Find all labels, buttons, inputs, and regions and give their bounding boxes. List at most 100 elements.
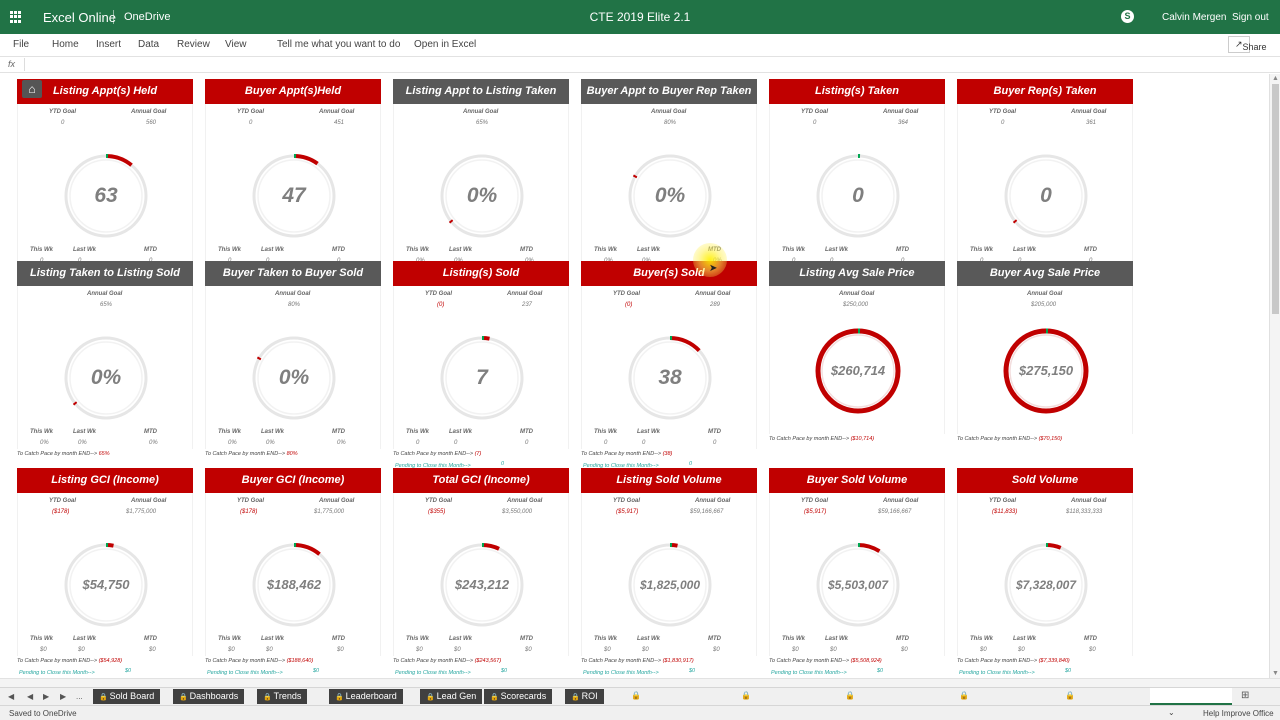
sign-out-link[interactable]: Sign out: [1232, 12, 1269, 23]
app-launcher-icon[interactable]: [10, 11, 22, 23]
scroll-thumb[interactable]: [1272, 84, 1279, 314]
formula-bar: fx: [0, 56, 1280, 73]
kpi-card: Buyer Avg Sale Price Annual Goal $205,000 $…: [957, 261, 1133, 442]
card-body: YTD Goal ($11,833) Annual Goal $118,333,333…: [957, 493, 1133, 656]
pending-close-value: $0: [313, 668, 320, 674]
next-sheet-icon[interactable]: ▶: [43, 692, 50, 701]
sheet-tab[interactable]: 🔒 Trends: [257, 689, 308, 704]
gauge-inner-ring: [445, 159, 519, 233]
catch-pace-value: ($188,640): [286, 658, 314, 664]
period-value: 0: [416, 440, 420, 446]
tell-me-search[interactable]: Tell me what you want to do: [277, 39, 401, 50]
progress-gauge: 63: [59, 149, 153, 243]
kpi-card: Listing Appt(s) Held YTD Goal 0 Annual Goal…: [17, 79, 193, 275]
open-in-excel-button[interactable]: Open in Excel: [414, 39, 477, 50]
user-name[interactable]: Calvin Mergen: [1162, 12, 1227, 23]
menu-view[interactable]: View: [225, 39, 247, 50]
period-value: $0: [792, 647, 799, 653]
onedrive-link[interactable]: OneDrive: [124, 11, 171, 23]
status-bar: Saved to OneDrive ⌄ Help Improve Office: [0, 705, 1280, 720]
period-label: MTD: [144, 429, 157, 435]
sheet-tab[interactable]: 🔒 Leaderboard: [329, 689, 403, 704]
gauge-inner-ring: [257, 548, 331, 622]
gauge-inner-ring: [633, 548, 707, 622]
sheet-tab[interactable]: 🔒 Scorecards: [484, 689, 553, 704]
card-title: Listing Appt to Listing Taken: [393, 79, 569, 104]
skype-icon[interactable]: S: [1121, 10, 1134, 23]
menu-file[interactable]: File: [13, 39, 30, 50]
card-body: YTD Goal ($355) Annual Goal $3,550,000 $243,…: [393, 493, 569, 656]
first-sheet-icon[interactable]: ◀: [8, 692, 15, 701]
gauge-inner-ring: [257, 341, 331, 415]
prev-sheet-icon[interactable]: ◀: [27, 692, 34, 701]
menu-home[interactable]: Home: [52, 39, 79, 50]
gauge-inner-ring: [633, 341, 707, 415]
lock-icon: 🔒: [631, 691, 641, 700]
pending-close-value: $0: [1065, 668, 1072, 674]
annual-goal-label: Annual Goal: [463, 109, 499, 115]
kpi-card: Listing(s) Sold YTD Goal (0) Annual Goal 237…: [393, 261, 569, 482]
period-label: MTD: [1084, 636, 1097, 642]
kpi-card: Buyer(s) Sold YTD Goal (0) Annual Goal 289 38…: [581, 261, 757, 482]
card-body: Annual Goal $205,000 $275,150: [957, 286, 1133, 434]
add-sheet-icon[interactable]: ⊞: [1241, 690, 1250, 701]
card-title: Buyer(s) Sold: [581, 261, 757, 286]
kpi-card: Buyer Appt(s)Held YTD Goal 0 Annual Goal 451…: [205, 79, 381, 275]
gauge-inner-ring: [821, 548, 895, 622]
sheet-tab[interactable]: 🔒 ROI: [565, 689, 604, 704]
active-sheet-tab[interactable]: [1150, 688, 1232, 705]
catch-pace-line: To Catch Pace by month END--> ($5,508,92…: [769, 658, 882, 664]
sheet-tab[interactable]: 🔒 Dashboards: [173, 689, 245, 704]
more-sheets-icon[interactable]: ...: [76, 692, 83, 701]
share-button[interactable]: ↗ Share: [1228, 36, 1267, 53]
menu-insert[interactable]: Insert: [96, 39, 122, 50]
sheet-tab[interactable]: 🔒 Lead Gen: [420, 689, 483, 704]
last-sheet-icon[interactable]: ▶: [60, 692, 67, 701]
ytd-goal-label: YTD Goal: [989, 109, 1017, 115]
lock-icon: 🔒: [179, 694, 190, 701]
horizontal-scrollbar[interactable]: [0, 678, 1280, 687]
card-title: Listing Sold Volume: [581, 468, 757, 493]
menu-review[interactable]: Review: [177, 39, 210, 50]
period-label: MTD: [1084, 247, 1097, 253]
vertical-scrollbar[interactable]: ▲ ▼: [1269, 74, 1280, 678]
help-improve-link[interactable]: Help Improve Office: [1203, 709, 1274, 718]
pending-close-label: Pending to Close this Month-->: [583, 463, 659, 469]
scroll-up-icon[interactable]: ▲: [1272, 75, 1279, 82]
period-label: MTD: [896, 247, 909, 253]
progress-gauge: 0%: [623, 149, 717, 243]
formula-input[interactable]: [24, 58, 1276, 71]
app-name[interactable]: Excel Online: [43, 10, 116, 25]
catch-pace-value: ($10,714): [850, 436, 875, 442]
catch-pace-label: To Catch Pace by month END-->: [957, 658, 1038, 664]
kpi-card: Buyer Sold Volume YTD Goal ($5,917) Annual …: [769, 468, 945, 676]
catch-pace-line: To Catch Pace by month END--> ($70,150): [957, 436, 1062, 442]
period-value: $0: [228, 647, 235, 653]
sheet-tab[interactable]: 🔒 Sold Board: [93, 689, 161, 704]
period-label: This Wk: [406, 636, 430, 642]
gauge-marker: [448, 219, 454, 224]
pending-close-label: Pending to Close this Month-->: [19, 670, 95, 676]
home-icon[interactable]: ⌂: [22, 80, 42, 98]
scroll-down-icon[interactable]: ▼: [1272, 670, 1279, 677]
sheet-tab-bar: ◀ ◀ ▶ ▶ ... 🔒 Sold Board 🔒 Dashboards 🔒 Tr…: [0, 687, 1280, 705]
gauge-value: 47: [282, 184, 306, 207]
gauge-value: 0%: [278, 366, 310, 389]
card-title: Listing Taken to Listing Sold: [17, 261, 193, 286]
pending-close-label: Pending to Close this Month-->: [959, 670, 1035, 676]
card-title: Total GCI (Income): [393, 468, 569, 493]
card-title: Listing(s) Sold: [393, 261, 569, 286]
chevron-down-icon[interactable]: ⌄: [1168, 708, 1175, 717]
card-title: Buyer Appt(s)Held: [205, 79, 381, 104]
gauge-value: 7: [476, 366, 488, 389]
catch-pace-line: To Catch Pace by month END--> ($188,640): [205, 658, 313, 664]
ytd-goal-value: ($178): [240, 509, 258, 515]
annual-goal-value: 80%: [288, 302, 301, 308]
menu-data[interactable]: Data: [138, 39, 160, 50]
period-value: $0: [78, 647, 85, 653]
period-value: 0: [525, 440, 529, 446]
card-title: Listing Appt(s) Held: [17, 79, 193, 104]
ytd-goal-value: (0): [625, 302, 633, 308]
period-label: MTD: [332, 247, 345, 253]
